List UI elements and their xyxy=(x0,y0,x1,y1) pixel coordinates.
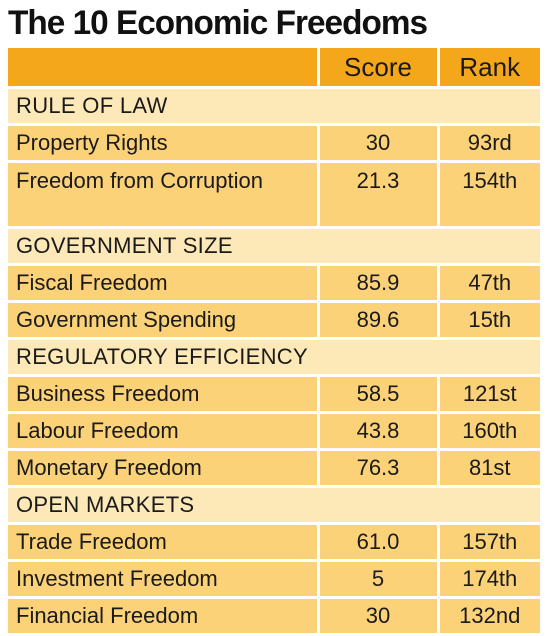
freedom-label: Business Freedom xyxy=(8,375,320,414)
freedom-score: 61.0 xyxy=(318,523,440,562)
freedom-label: Government Spending xyxy=(8,301,320,340)
freedom-rank: 132nd xyxy=(438,597,540,636)
table-row: Freedom from Corruption 21.3 154th xyxy=(8,161,540,229)
freedom-label: Trade Freedom xyxy=(8,523,320,562)
section-title: OPEN MARKETS xyxy=(8,486,540,525)
freedom-label: Investment Freedom xyxy=(8,560,320,599)
freedom-score: 58.5 xyxy=(318,375,440,414)
table-row: Fiscal Freedom 85.9 47th xyxy=(8,264,540,303)
freedom-score: 89.6 xyxy=(318,301,440,340)
table-row: Labour Freedom 43.8 160th xyxy=(8,412,540,451)
section-row-government-size: GOVERNMENT SIZE xyxy=(8,227,540,266)
section-title: RULE OF LAW xyxy=(8,87,540,126)
freedom-label: Labour Freedom xyxy=(8,412,320,451)
freedom-score: 30 xyxy=(318,124,440,163)
column-header-rank: Rank xyxy=(438,48,540,89)
section-title: GOVERNMENT SIZE xyxy=(8,227,540,266)
freedom-rank: 81st xyxy=(438,449,540,488)
section-row-rule-of-law: RULE OF LAW xyxy=(8,87,540,126)
freedom-label: Fiscal Freedom xyxy=(8,264,320,303)
freedom-label: Monetary Freedom xyxy=(8,449,320,488)
freedom-label: Property Rights xyxy=(8,124,320,163)
table-row: Financial Freedom 30 132nd xyxy=(8,597,540,636)
table-row: Property Rights 30 93rd xyxy=(8,124,540,163)
freedom-rank: 15th xyxy=(438,301,540,340)
freedom-score: 76.3 xyxy=(318,449,440,488)
freedom-score: 43.8 xyxy=(318,412,440,451)
table-row: Business Freedom 58.5 121st xyxy=(8,375,540,414)
freedom-rank: 47th xyxy=(438,264,540,303)
freedom-label: Financial Freedom xyxy=(8,597,320,636)
table-row: Trade Freedom 61.0 157th xyxy=(8,523,540,562)
page-title: The 10 Economic Freedoms xyxy=(8,4,428,42)
section-title: REGULATORY EFFICIENCY xyxy=(8,338,540,377)
freedom-label: Freedom from Corruption xyxy=(8,161,320,229)
table-row: Monetary Freedom 76.3 81st xyxy=(8,449,540,488)
freedom-rank: 121st xyxy=(438,375,540,414)
freedom-score: 30 xyxy=(318,597,440,636)
section-row-regulatory-efficiency: REGULATORY EFFICIENCY xyxy=(8,338,540,377)
table-row: Government Spending 89.6 15th xyxy=(8,301,540,340)
freedom-rank: 93rd xyxy=(438,124,540,163)
column-header-score: Score xyxy=(318,48,440,89)
freedom-score: 85.9 xyxy=(318,264,440,303)
table-row: Investment Freedom 5 174th xyxy=(8,560,540,599)
freedoms-table: Score Rank RULE OF LAW Property Rights 3… xyxy=(8,48,540,636)
freedom-rank: 174th xyxy=(438,560,540,599)
freedom-score: 21.3 xyxy=(318,161,440,229)
table-header-row: Score Rank xyxy=(8,48,540,89)
freedom-rank: 154th xyxy=(438,161,540,229)
freedom-rank: 157th xyxy=(438,523,540,562)
freedom-rank: 160th xyxy=(438,412,540,451)
section-row-open-markets: OPEN MARKETS xyxy=(8,486,540,525)
freedom-score: 5 xyxy=(318,560,440,599)
header-blank-cell xyxy=(8,48,320,89)
